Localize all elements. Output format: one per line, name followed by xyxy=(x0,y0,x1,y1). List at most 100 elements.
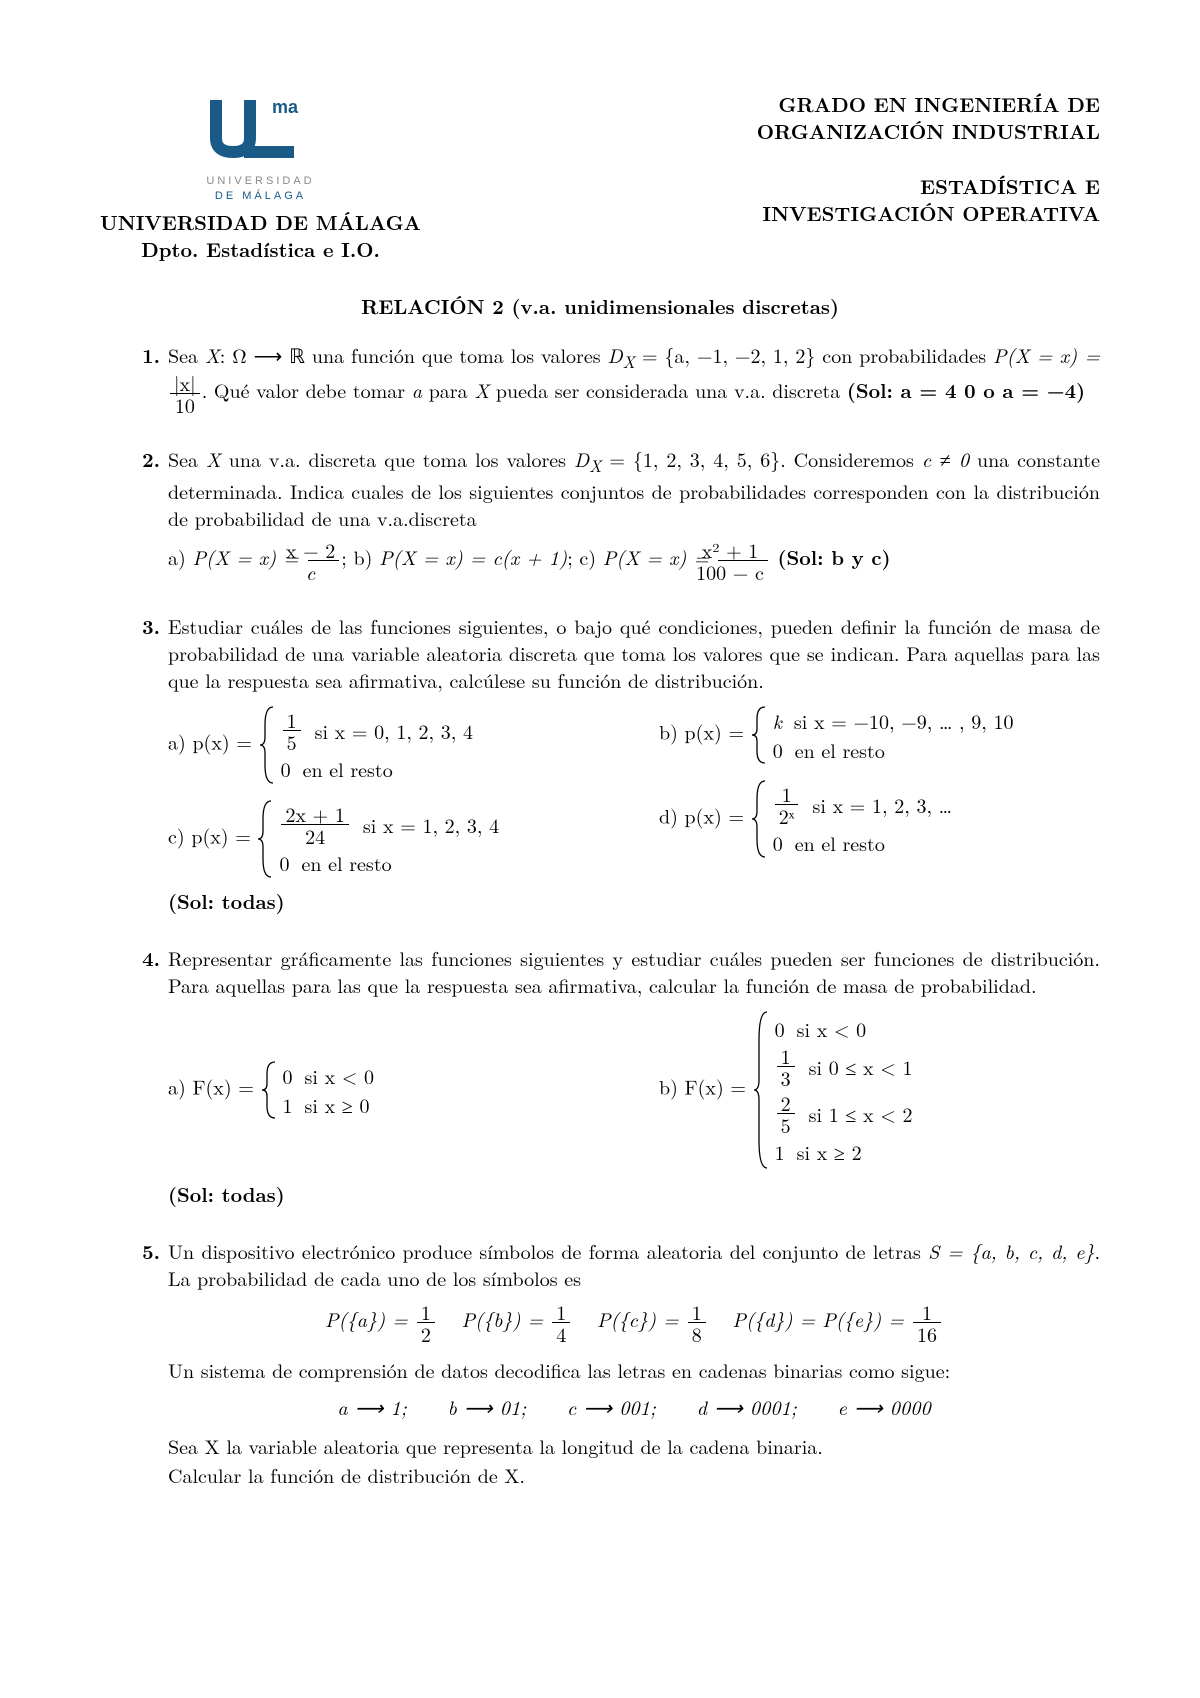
cond: si x ≥ 0 xyxy=(305,1092,370,1117)
fraction: 2x + 124 xyxy=(281,803,348,846)
header-right: GRADO EN INGENIERÍA DE ORGANIZACIÓN INDU… xyxy=(757,90,1100,226)
uma-logo: ma UNIVERSIDAD DE MÁLAGA xyxy=(186,90,336,204)
problem-2: 2. Sea X una v.a. discreta que toma los … xyxy=(130,445,1100,590)
text: una v.a. discreta que toma los valores xyxy=(221,444,574,473)
fraction: |x|10 xyxy=(170,372,200,415)
probabilities-display: P({a}) = 12 P({b}) = 14 P({c}) = 18 P({d… xyxy=(168,1301,1100,1344)
cond: en el resto xyxy=(301,850,391,875)
sub-items: a) P(X = x) = x − 2c; b) P(X = x) = c(x … xyxy=(194,539,1100,582)
piecewise: 12ˣsi x = 1, 2, 3, … 0en el resto xyxy=(751,779,952,859)
map: a ⟶ 1; xyxy=(337,1392,407,1421)
problem-4: 4. Representar gráficamente las funcione… xyxy=(130,944,1100,1215)
cond: si x = 0, 1, 2, 3, 4 xyxy=(315,718,473,743)
brace-icon xyxy=(257,799,275,879)
text: Un sistema de comprensión de datos decod… xyxy=(168,1356,1100,1383)
label: a) p(x) = xyxy=(168,726,259,755)
cases-grid: a) p(x) = 15 si x = 0, 1, 2, 3, 4 0 en el … xyxy=(168,701,1100,883)
degree-line2: ORGANIZACIÓN INDUSTRIAL xyxy=(757,117,1100,144)
piecewise: 0si x < 0 13si 0 ≤ x < 1 25si 1 ≤ x < 2 … xyxy=(753,1010,913,1170)
logo-text-malaga: DE MÁLAGA xyxy=(186,189,336,204)
text: P(X = x) = xyxy=(993,340,1100,369)
problem-number: 1. xyxy=(130,341,168,424)
solution: (Sol: a = 4 0 o a = −4) xyxy=(847,375,1085,404)
fraction: 14 xyxy=(552,1301,570,1344)
page: ma UNIVERSIDAD DE MÁLAGA UNIVERSIDAD DE … xyxy=(0,0,1200,1598)
piecewise: k si x = −10, −9, … , 9, 10 0 en el resto xyxy=(751,705,1014,765)
label: b) p(x) = xyxy=(659,716,751,745)
brace-icon xyxy=(259,705,277,785)
cond: si x = 1, 2, 3, 4 xyxy=(363,812,499,837)
text: . Consideremos xyxy=(780,444,922,473)
cond: en el resto xyxy=(303,756,393,781)
problem-5: 5. Un dispositivo electrónico produce sí… xyxy=(130,1237,1100,1496)
map: e ⟶ 0000 xyxy=(838,1392,931,1421)
text: Sea xyxy=(168,340,205,369)
map: d ⟶ 0001; xyxy=(697,1392,797,1421)
fraction: 25 xyxy=(777,1092,795,1135)
label: b) F(x) = xyxy=(659,1071,753,1100)
solution: (Sol: todas) xyxy=(168,1180,1100,1207)
val: 0 xyxy=(281,756,291,781)
sub-b: b) F(x) = 0si x < 0 13si 0 ≤ x < 1 25si … xyxy=(659,1006,1100,1174)
label: a) F(x) = xyxy=(168,1071,261,1100)
val: 0 xyxy=(283,1063,293,1088)
problem-body: Sea X una v.a. discreta que toma los val… xyxy=(168,445,1100,590)
problem-1: 1. Sea X: Ω ⟶ ℝ una función que toma los… xyxy=(130,341,1100,424)
solution: (Sol: todas) xyxy=(168,887,1100,914)
text: Un dispositivo electrónico produce símbo… xyxy=(168,1236,928,1265)
fraction: x² + 1100 − c xyxy=(718,539,768,582)
university-name: UNIVERSIDAD DE MÁLAGA xyxy=(100,208,421,235)
text: : Ω ⟶ ℝ una función que toma los valores xyxy=(220,340,608,369)
cond: en el resto xyxy=(795,737,885,762)
degree-line1: GRADO EN INGENIERÍA DE xyxy=(757,90,1100,117)
val: k xyxy=(773,708,782,733)
label: ; b) xyxy=(341,542,379,571)
header-left: ma UNIVERSIDAD DE MÁLAGA UNIVERSIDAD DE … xyxy=(100,90,421,262)
fraction: 13 xyxy=(777,1045,795,1088)
solution: (Sol: b y c) xyxy=(770,542,891,571)
cond: si 0 ≤ x < 1 xyxy=(809,1054,913,1079)
fraction: 12 xyxy=(417,1301,435,1344)
map: b ⟶ 01; xyxy=(448,1392,527,1421)
piecewise: 0si x < 0 1si x ≥ 0 xyxy=(261,1060,375,1120)
fraction: x − 2c xyxy=(308,539,339,582)
map: c ⟶ 001; xyxy=(567,1392,656,1421)
val: 0 xyxy=(773,737,783,762)
text: Representar gráficamente las funciones s… xyxy=(168,944,1100,998)
cond: si 1 ≤ x < 2 xyxy=(809,1101,913,1126)
pa-label: P({a}) = xyxy=(325,1304,415,1333)
fraction: 18 xyxy=(688,1301,706,1344)
brace-icon xyxy=(751,705,769,765)
problem-body: Estudiar cuáles de las funciones siguien… xyxy=(168,612,1100,922)
pde-label: P({d}) = P({e}) = xyxy=(732,1304,911,1333)
text: . Qué valor debe tomar xyxy=(202,375,412,404)
subject-line1: ESTADÍSTICA E xyxy=(757,172,1100,199)
text: para xyxy=(422,375,474,404)
logo-text-univ: UNIVERSIDAD xyxy=(186,174,336,189)
text: c ≠ 0 xyxy=(922,444,969,473)
set: S = {a, b, c, d, e} xyxy=(928,1236,1094,1265)
val: 0 xyxy=(775,1016,785,1041)
brace-icon xyxy=(751,779,769,859)
val: 1 xyxy=(775,1139,785,1164)
cond: si x = −10, −9, … , 9, 10 xyxy=(794,708,1014,733)
problems-list: 1. Sea X: Ω ⟶ ℝ una función que toma los… xyxy=(100,341,1100,1496)
text: Estudiar cuáles de las funciones siguien… xyxy=(168,612,1100,693)
sub-a: a) p(x) = 15 si x = 0, 1, 2, 3, 4 0 en el … xyxy=(168,701,609,789)
text: = {a, −1, −2, 1, 2} xyxy=(635,340,815,369)
val: 0 xyxy=(773,830,783,855)
encoding-display: a ⟶ 1; b ⟶ 01; c ⟶ 001; d ⟶ 0001; e ⟶ 00… xyxy=(168,1393,1100,1420)
label: d) p(x) = xyxy=(659,800,751,829)
label: a) xyxy=(168,542,192,571)
document-title: RELACIÓN 2 (v.a. unidimensionales discre… xyxy=(100,292,1100,319)
sub-c: c) p(x) = 2x + 124si x = 1, 2, 3, 4 0en … xyxy=(168,795,609,883)
eq: P(X = x) = c(x + 1) xyxy=(379,542,567,571)
problem-number: 3. xyxy=(130,612,168,922)
label: c) p(x) = xyxy=(168,820,257,849)
cond: si x ≥ 2 xyxy=(797,1139,862,1164)
fraction: 15 xyxy=(283,709,301,752)
sub-a: a) F(x) = 0si x < 0 1si x ≥ 0 xyxy=(168,1056,609,1124)
pb-label: P({b}) = xyxy=(461,1304,550,1333)
piecewise: 2x + 124si x = 1, 2, 3, 4 0en el resto xyxy=(257,799,499,879)
cond: si x < 0 xyxy=(797,1016,867,1041)
